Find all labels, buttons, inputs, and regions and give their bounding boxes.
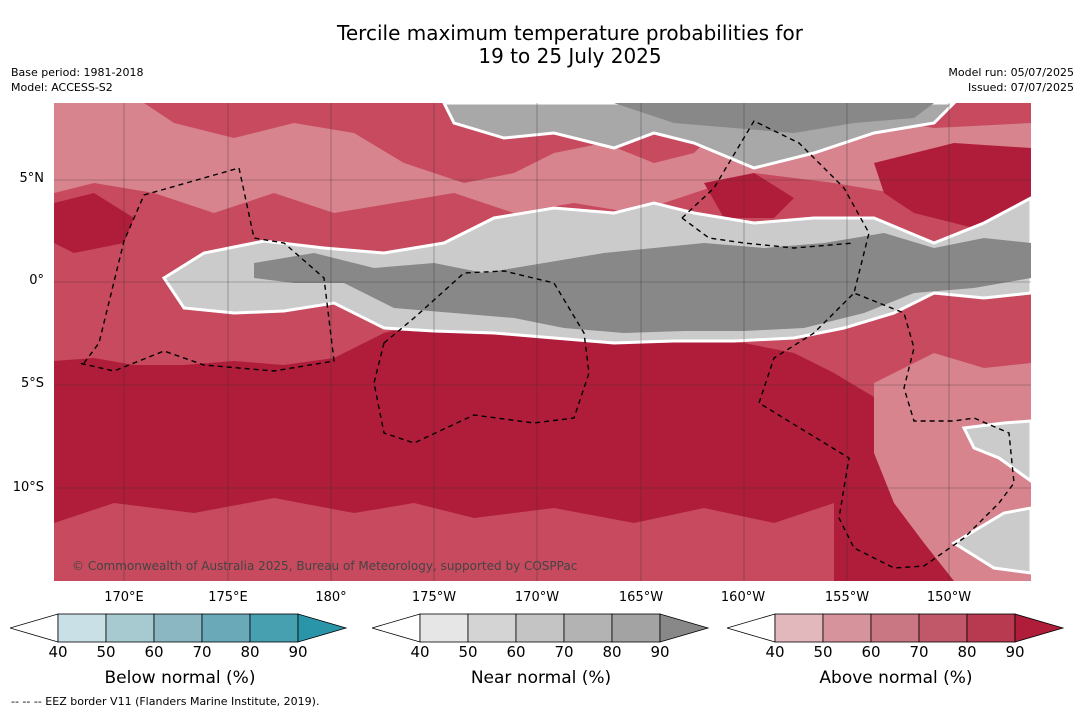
near-tick-label: 40 — [410, 643, 430, 661]
near-colorbar-segment — [611, 613, 661, 643]
above-tick-label: 90 — [1005, 643, 1025, 661]
above-mid-south — [54, 498, 834, 581]
near-normal-label: Near normal (%) — [470, 668, 612, 688]
above-colorbar-segment — [918, 613, 968, 643]
below-colorbar-segment — [57, 613, 107, 643]
probability-map — [54, 103, 1031, 581]
below-normal-label: Below normal (%) — [104, 668, 256, 688]
above-normal-label: Above normal (%) — [819, 668, 973, 688]
base-period: Base period: 1981-2018 — [11, 66, 144, 79]
near-tick-label: 60 — [506, 643, 526, 661]
lon-label-170e: 170°E — [104, 590, 144, 605]
near-normal-north-dark — [614, 103, 934, 133]
below-colorbar-segment — [201, 613, 251, 643]
below-colorbar-min-arrow — [10, 613, 59, 643]
below-tick-label: 80 — [240, 643, 260, 661]
lon-label-160w: 160°W — [720, 590, 766, 605]
near-tick-label: 90 — [650, 643, 670, 661]
above-colorbar-segment — [966, 613, 1016, 643]
above-strong-patch-n — [704, 173, 794, 218]
lon-label-180: 180° — [315, 590, 347, 605]
near-tick-label: 80 — [602, 643, 622, 661]
lon-label-175e: 175°E — [208, 590, 248, 605]
near-colorbar-max-arrow — [659, 613, 710, 643]
near-colorbar-min-arrow — [372, 613, 421, 643]
model-run: Model run: 05/07/2025 — [948, 66, 1074, 79]
above-colorbar-min-arrow — [727, 613, 776, 643]
below-tick-label: 70 — [192, 643, 212, 661]
below-colorbar-max-arrow — [297, 613, 348, 643]
below-tick-label: 50 — [96, 643, 116, 661]
above-strong-patch-ne — [874, 143, 1031, 228]
above-colorbar-max-arrow — [1014, 613, 1065, 643]
title-line-2: 19 to 25 July 2025 — [478, 44, 662, 68]
near-tick-label: 70 — [554, 643, 574, 661]
lat-label-10s: 10°S — [12, 480, 44, 495]
eez-borders — [78, 120, 1015, 569]
near-normal-se2 — [951, 506, 1031, 575]
near-tick-label: 50 — [458, 643, 478, 661]
lat-label-0: 0° — [29, 273, 44, 288]
above-tick-label: 60 — [861, 643, 881, 661]
graticule — [54, 103, 1031, 581]
near-normal-colorbar — [372, 613, 710, 643]
title-line-1: Tercile maximum temperature probabilitie… — [337, 21, 803, 45]
map-copyright: © Commonwealth of Australia 2025, Bureau… — [72, 559, 578, 573]
near-colorbar-segment — [419, 613, 469, 643]
below-tick-label: 60 — [144, 643, 164, 661]
below-colorbar-segment — [105, 613, 155, 643]
model-name: Model: ACCESS-S2 — [11, 81, 113, 94]
issued-date: Issued: 07/07/2025 — [967, 81, 1074, 94]
above-tick-label: 80 — [957, 643, 977, 661]
above-colorbar-segment — [774, 613, 824, 643]
above-normal-colorbar — [727, 613, 1065, 643]
near-colorbar-segment — [515, 613, 565, 643]
above-tick-label: 50 — [813, 643, 833, 661]
above-tick-label: 40 — [765, 643, 785, 661]
eez-footnote: -- -- -- EEZ border V11 (Flanders Marine… — [11, 695, 320, 708]
near-colorbar-segment — [467, 613, 517, 643]
below-tick-label: 40 — [48, 643, 68, 661]
below-colorbar-segment — [249, 613, 299, 643]
above-colorbar-segment — [822, 613, 872, 643]
near-normal-dark — [254, 233, 1031, 333]
lon-label-170w: 170°W — [514, 590, 560, 605]
lon-label-155w: 155°W — [824, 590, 870, 605]
above-tick-label: 70 — [909, 643, 929, 661]
lon-label-165w: 165°W — [618, 590, 664, 605]
below-colorbar-segment — [153, 613, 203, 643]
below-normal-colorbar — [10, 613, 348, 643]
near-normal-se — [961, 419, 1031, 483]
lat-label-5s: 5°S — [20, 376, 44, 391]
lon-label-175w: 175°W — [411, 590, 457, 605]
lat-label-5n: 5°N — [19, 171, 45, 186]
lon-label-150w: 150°W — [926, 590, 972, 605]
above-colorbar-segment — [870, 613, 920, 643]
near-colorbar-segment — [563, 613, 613, 643]
above-strong-patch-w — [54, 193, 134, 253]
below-tick-label: 90 — [288, 643, 308, 661]
